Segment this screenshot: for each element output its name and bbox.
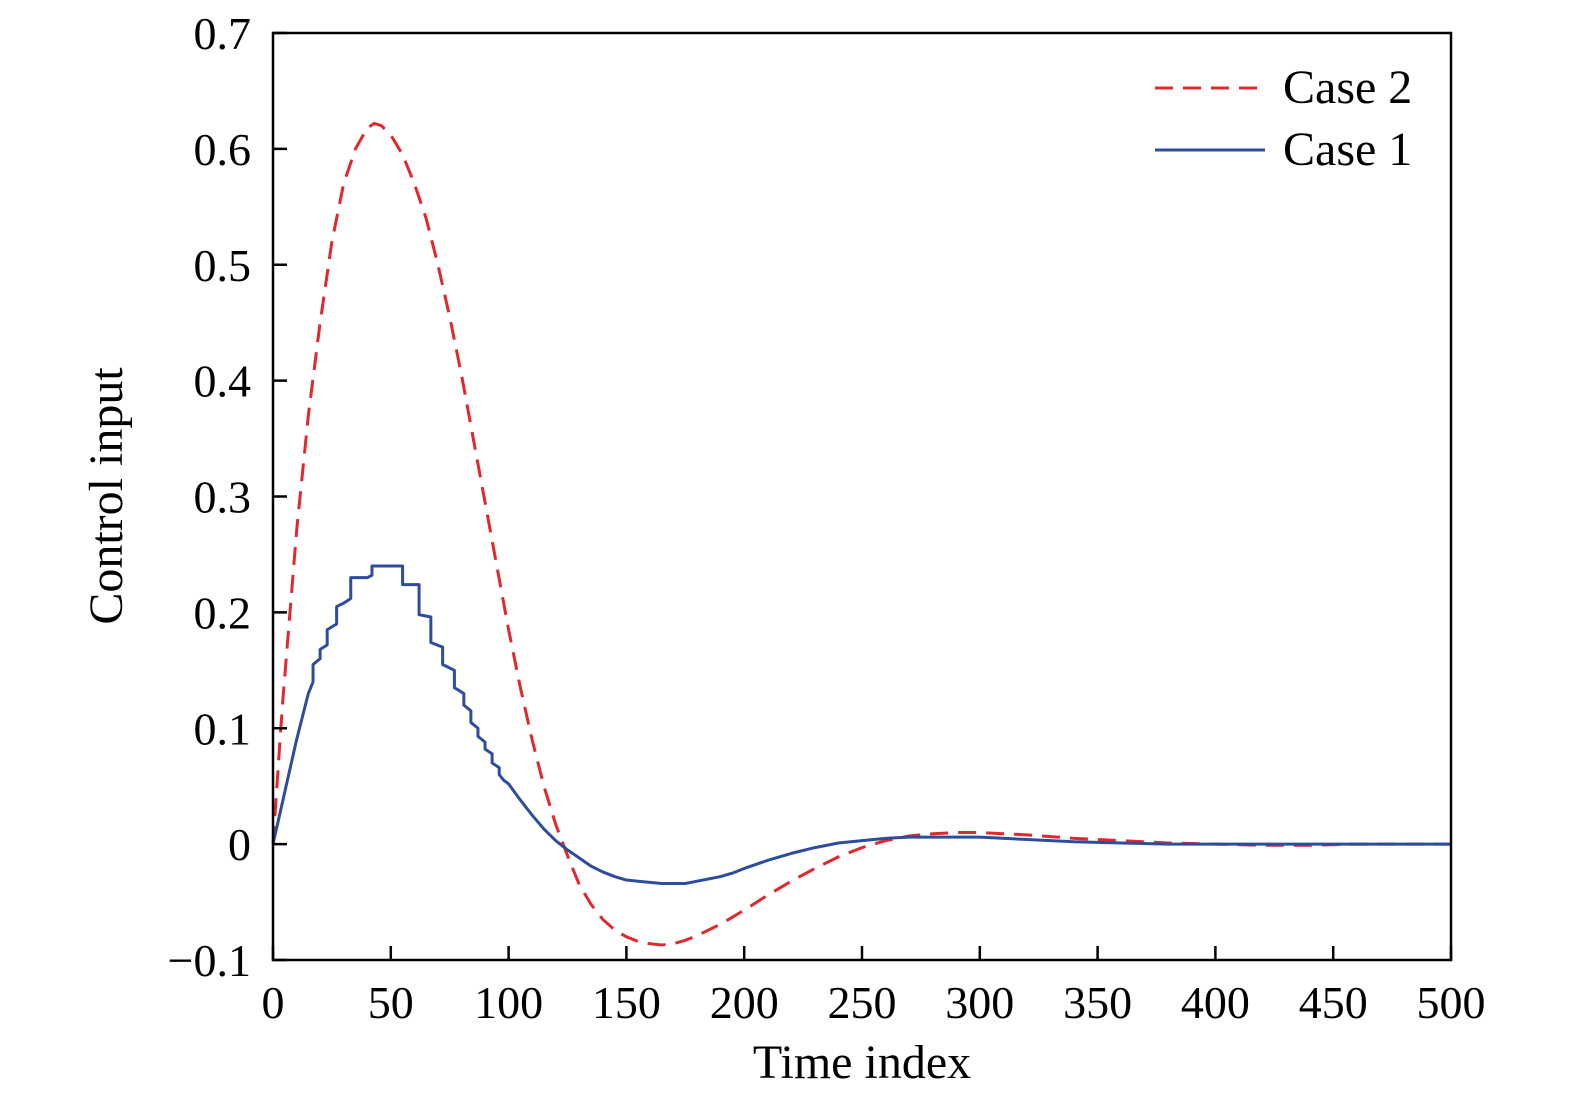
y-tick-label: 0.7 [194, 8, 252, 59]
y-tick-label: 0 [228, 819, 251, 870]
series-line-case-2 [271, 121, 1451, 947]
axis-tick-labels: 0 50 100 150 200 250 300 350 400 450 500−0.100.10.… [168, 8, 1486, 1028]
axis-ticks [271, 31, 1453, 962]
x-tick-label: 500 [1417, 977, 1486, 1028]
plot-lines [271, 121, 1451, 947]
x-tick-label: 0 [262, 977, 285, 1028]
x-tick-label: 150 [592, 977, 661, 1028]
x-tick-label: 300 [945, 977, 1014, 1028]
y-axis-title: Control input [80, 367, 133, 625]
y-tick-label: 0.6 [194, 124, 252, 175]
plot-frame [271, 31, 1453, 962]
x-tick-label: 250 [828, 977, 897, 1028]
legend-label-case-2: Case 2 [1283, 61, 1412, 114]
x-tick-label: 200 [710, 977, 779, 1028]
series-line-case-1 [271, 564, 1451, 886]
y-tick-label: 0.5 [194, 240, 252, 291]
x-tick-label: 400 [1181, 977, 1250, 1028]
y-tick-label: 0.1 [194, 703, 252, 754]
y-tick-label: 0.2 [194, 587, 252, 638]
x-tick-label: 100 [474, 977, 543, 1028]
x-tick-label: 350 [1063, 977, 1132, 1028]
x-tick-label: 450 [1299, 977, 1368, 1028]
legend-label-case-1: Case 1 [1283, 123, 1412, 176]
legend: Case 2 Case 1 [1155, 61, 1412, 176]
y-tick-label: 0.3 [194, 472, 252, 523]
x-tick-label: 50 [368, 977, 414, 1028]
y-tick-label: 0.4 [194, 356, 252, 407]
y-tick-label: −0.1 [168, 935, 251, 986]
x-axis-title: Time index [753, 1036, 971, 1089]
